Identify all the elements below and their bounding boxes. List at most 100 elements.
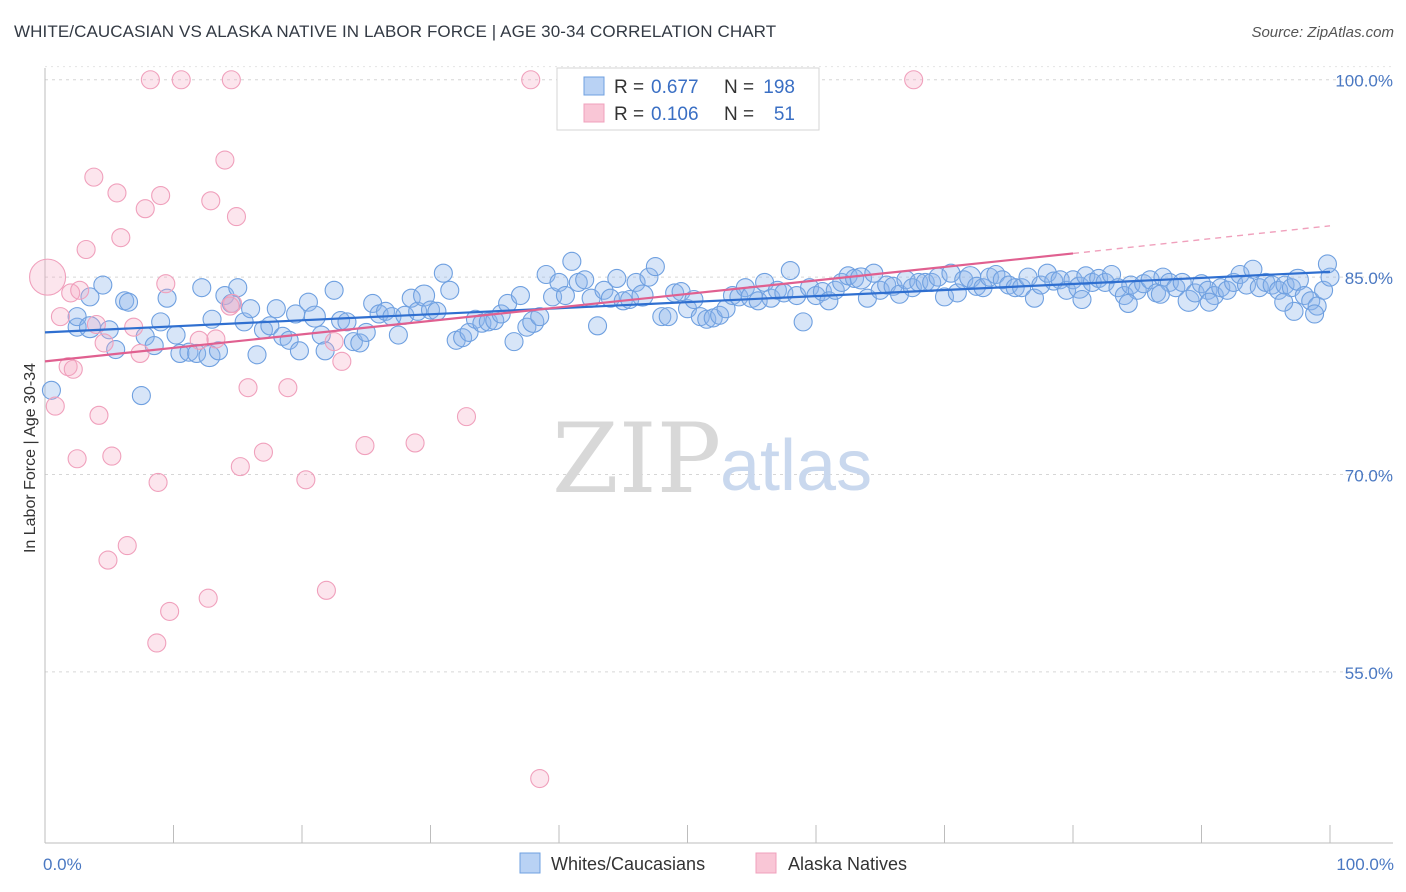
series-legend-swatch-whites: [519, 852, 541, 874]
point-whites: [1150, 284, 1170, 304]
point-whites: [986, 264, 1006, 285]
y-tick-label: 55.0%: [1345, 664, 1393, 683]
point-whites: [587, 316, 608, 336]
point-alaska: [230, 457, 250, 477]
y-axis-label: In Labor Force | Age 30-34: [22, 363, 39, 553]
point-alaska: [147, 633, 167, 653]
point-alaska: [253, 442, 274, 462]
point-whites: [967, 276, 987, 296]
point-whites: [849, 267, 873, 290]
point-alaska: [405, 433, 425, 453]
point-alaska: [221, 70, 241, 90]
point-alaska: [102, 446, 122, 466]
point-whites: [440, 280, 460, 300]
stats-legend: R = 0.677 N = 198 R = 0.106 N = 51: [556, 67, 820, 131]
legend-n-value-whites: 198: [763, 77, 795, 98]
point-whites: [562, 251, 582, 271]
legend-r-value-alaska: 0.106: [651, 104, 699, 125]
trend-line-alaska-extrapolated: [1072, 225, 1331, 255]
trend-lines: [44, 225, 1331, 363]
point-whites: [433, 263, 453, 283]
point-whites: [1305, 304, 1325, 324]
point-alaska: [135, 199, 155, 219]
point-whites: [1199, 292, 1219, 312]
point-alaska: [107, 183, 127, 203]
legend-r-value-whites: 0.677: [651, 77, 699, 98]
point-whites: [118, 292, 139, 312]
point-whites: [658, 307, 678, 327]
point-whites: [350, 333, 370, 353]
point-alaska: [223, 293, 243, 314]
point-alaska: [140, 70, 160, 90]
point-alaska: [151, 185, 171, 206]
point-alaska: [94, 333, 114, 353]
point-whites: [208, 341, 229, 361]
point-alaska: [278, 378, 298, 398]
watermark-zip: ZIP: [552, 403, 721, 515]
point-whites: [594, 280, 614, 300]
point-whites: [555, 286, 575, 306]
watermark-atlas: atlas: [720, 426, 872, 506]
point-whites: [645, 257, 665, 277]
point-alaska: [206, 329, 226, 349]
point-alaska: [111, 228, 131, 248]
point-alaska: [29, 258, 67, 296]
point-alaska: [201, 191, 221, 211]
point-whites: [1230, 264, 1250, 285]
point-whites: [934, 287, 955, 307]
point-whites: [192, 278, 212, 298]
trend-line-alaska: [44, 252, 1074, 363]
point-alaska: [50, 307, 70, 327]
point-whites: [131, 386, 151, 406]
point-whites: [639, 267, 659, 287]
point-whites: [166, 325, 186, 345]
point-alaska: [904, 70, 924, 90]
trend-line-whites: [44, 270, 1331, 334]
point-alaska: [324, 332, 344, 352]
point-alaska: [98, 550, 118, 570]
point-whites: [607, 268, 627, 289]
point-alaska: [355, 436, 375, 456]
chart-title: WHITE/CAUCASIAN VS ALASKA NATIVE IN LABO…: [14, 22, 777, 41]
point-alaska: [521, 70, 541, 90]
point-whites: [289, 341, 309, 361]
point-alaska: [332, 351, 352, 371]
point-alaska: [89, 405, 109, 425]
point-alaska: [160, 601, 180, 621]
point-alaska: [226, 207, 247, 227]
point-whites: [652, 307, 672, 327]
point-whites: [697, 309, 717, 329]
legend-swatch-alaska: [583, 103, 605, 123]
point-whites: [41, 380, 61, 400]
point-alaska: [70, 280, 90, 300]
point-whites: [780, 261, 800, 281]
point-alaska: [58, 357, 78, 377]
point-alaska: [76, 239, 96, 260]
point-alaska: [67, 449, 87, 469]
point-whites: [1072, 289, 1092, 310]
point-whites: [1217, 280, 1237, 300]
point-whites: [626, 272, 646, 292]
legend-n-value-alaska: 51: [774, 104, 795, 125]
point-alaska: [130, 343, 150, 364]
point-alaska: [316, 580, 336, 600]
point-whites: [228, 278, 248, 298]
point-alaska: [198, 588, 218, 608]
point-whites: [388, 325, 408, 345]
x-tick-label: 0.0%: [43, 855, 82, 874]
point-whites: [324, 280, 344, 300]
point-whites: [453, 328, 473, 348]
point-alaska: [171, 70, 191, 90]
point-whites: [343, 332, 363, 352]
point-whites: [1204, 286, 1224, 306]
point-alaska: [148, 472, 168, 492]
point-whites: [303, 305, 326, 328]
series-legend: Whites/Caucasians Alaska Natives: [519, 852, 907, 874]
point-alaska: [220, 296, 240, 316]
point-whites: [247, 345, 267, 365]
watermark: ZIP atlas: [552, 403, 872, 515]
point-whites: [80, 287, 100, 307]
point-alaska: [156, 274, 176, 294]
legend-r-label-alaska: R =: [614, 104, 644, 125]
